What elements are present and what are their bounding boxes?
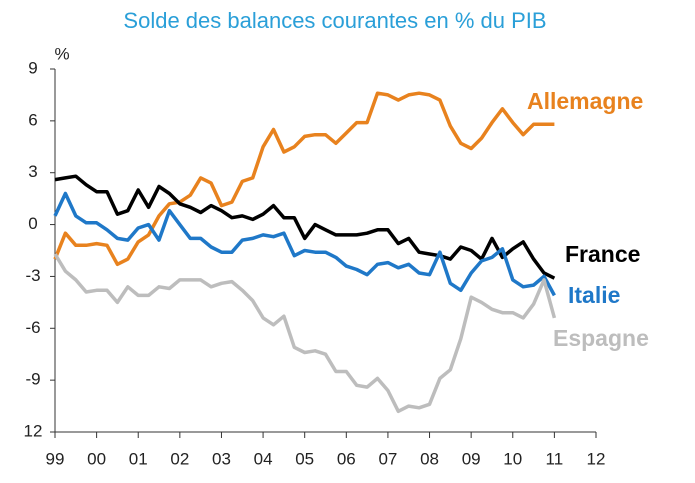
y-tick-label: 3 xyxy=(28,162,37,181)
series-label: Allemagne xyxy=(527,88,643,114)
y-tick-label: 9 xyxy=(28,58,37,77)
series-line xyxy=(54,174,556,280)
x-tick-label: 11 xyxy=(546,449,564,468)
y-tick-label: -9 xyxy=(25,370,40,389)
x-tick-label: 03 xyxy=(212,449,231,468)
x-tick-label: 10 xyxy=(503,449,522,468)
series-line xyxy=(53,253,557,414)
series-label: France xyxy=(565,241,640,267)
x-tick-label: 09 xyxy=(462,449,481,468)
x-tick-label: 99 xyxy=(46,449,65,468)
y-tick-label: -6 xyxy=(25,318,40,337)
x-tick-label: 01 xyxy=(129,449,148,468)
x-tick-label: 05 xyxy=(295,449,314,468)
series-label: Italie xyxy=(568,282,620,308)
x-tick-label: 12 xyxy=(587,449,606,468)
y-tick-label: 6 xyxy=(28,110,37,129)
y-unit: % xyxy=(54,44,69,63)
x-tick-label: 04 xyxy=(254,449,273,468)
x-tick-label: 06 xyxy=(337,449,356,468)
y-tick-label: -3 xyxy=(25,266,40,285)
x-tick-label: 08 xyxy=(420,449,439,468)
y-tick-label: 12 xyxy=(24,421,43,440)
x-tick-label: 00 xyxy=(87,449,106,468)
series-label: Espagne xyxy=(553,325,649,351)
chart-title: Solde des balances courantes en % du PIB xyxy=(123,8,546,33)
y-tick-label: 0 xyxy=(28,214,37,233)
series-line xyxy=(53,191,556,297)
series-line xyxy=(53,91,555,267)
x-tick-label: 02 xyxy=(170,449,189,468)
x-tick-label: 07 xyxy=(378,449,397,468)
